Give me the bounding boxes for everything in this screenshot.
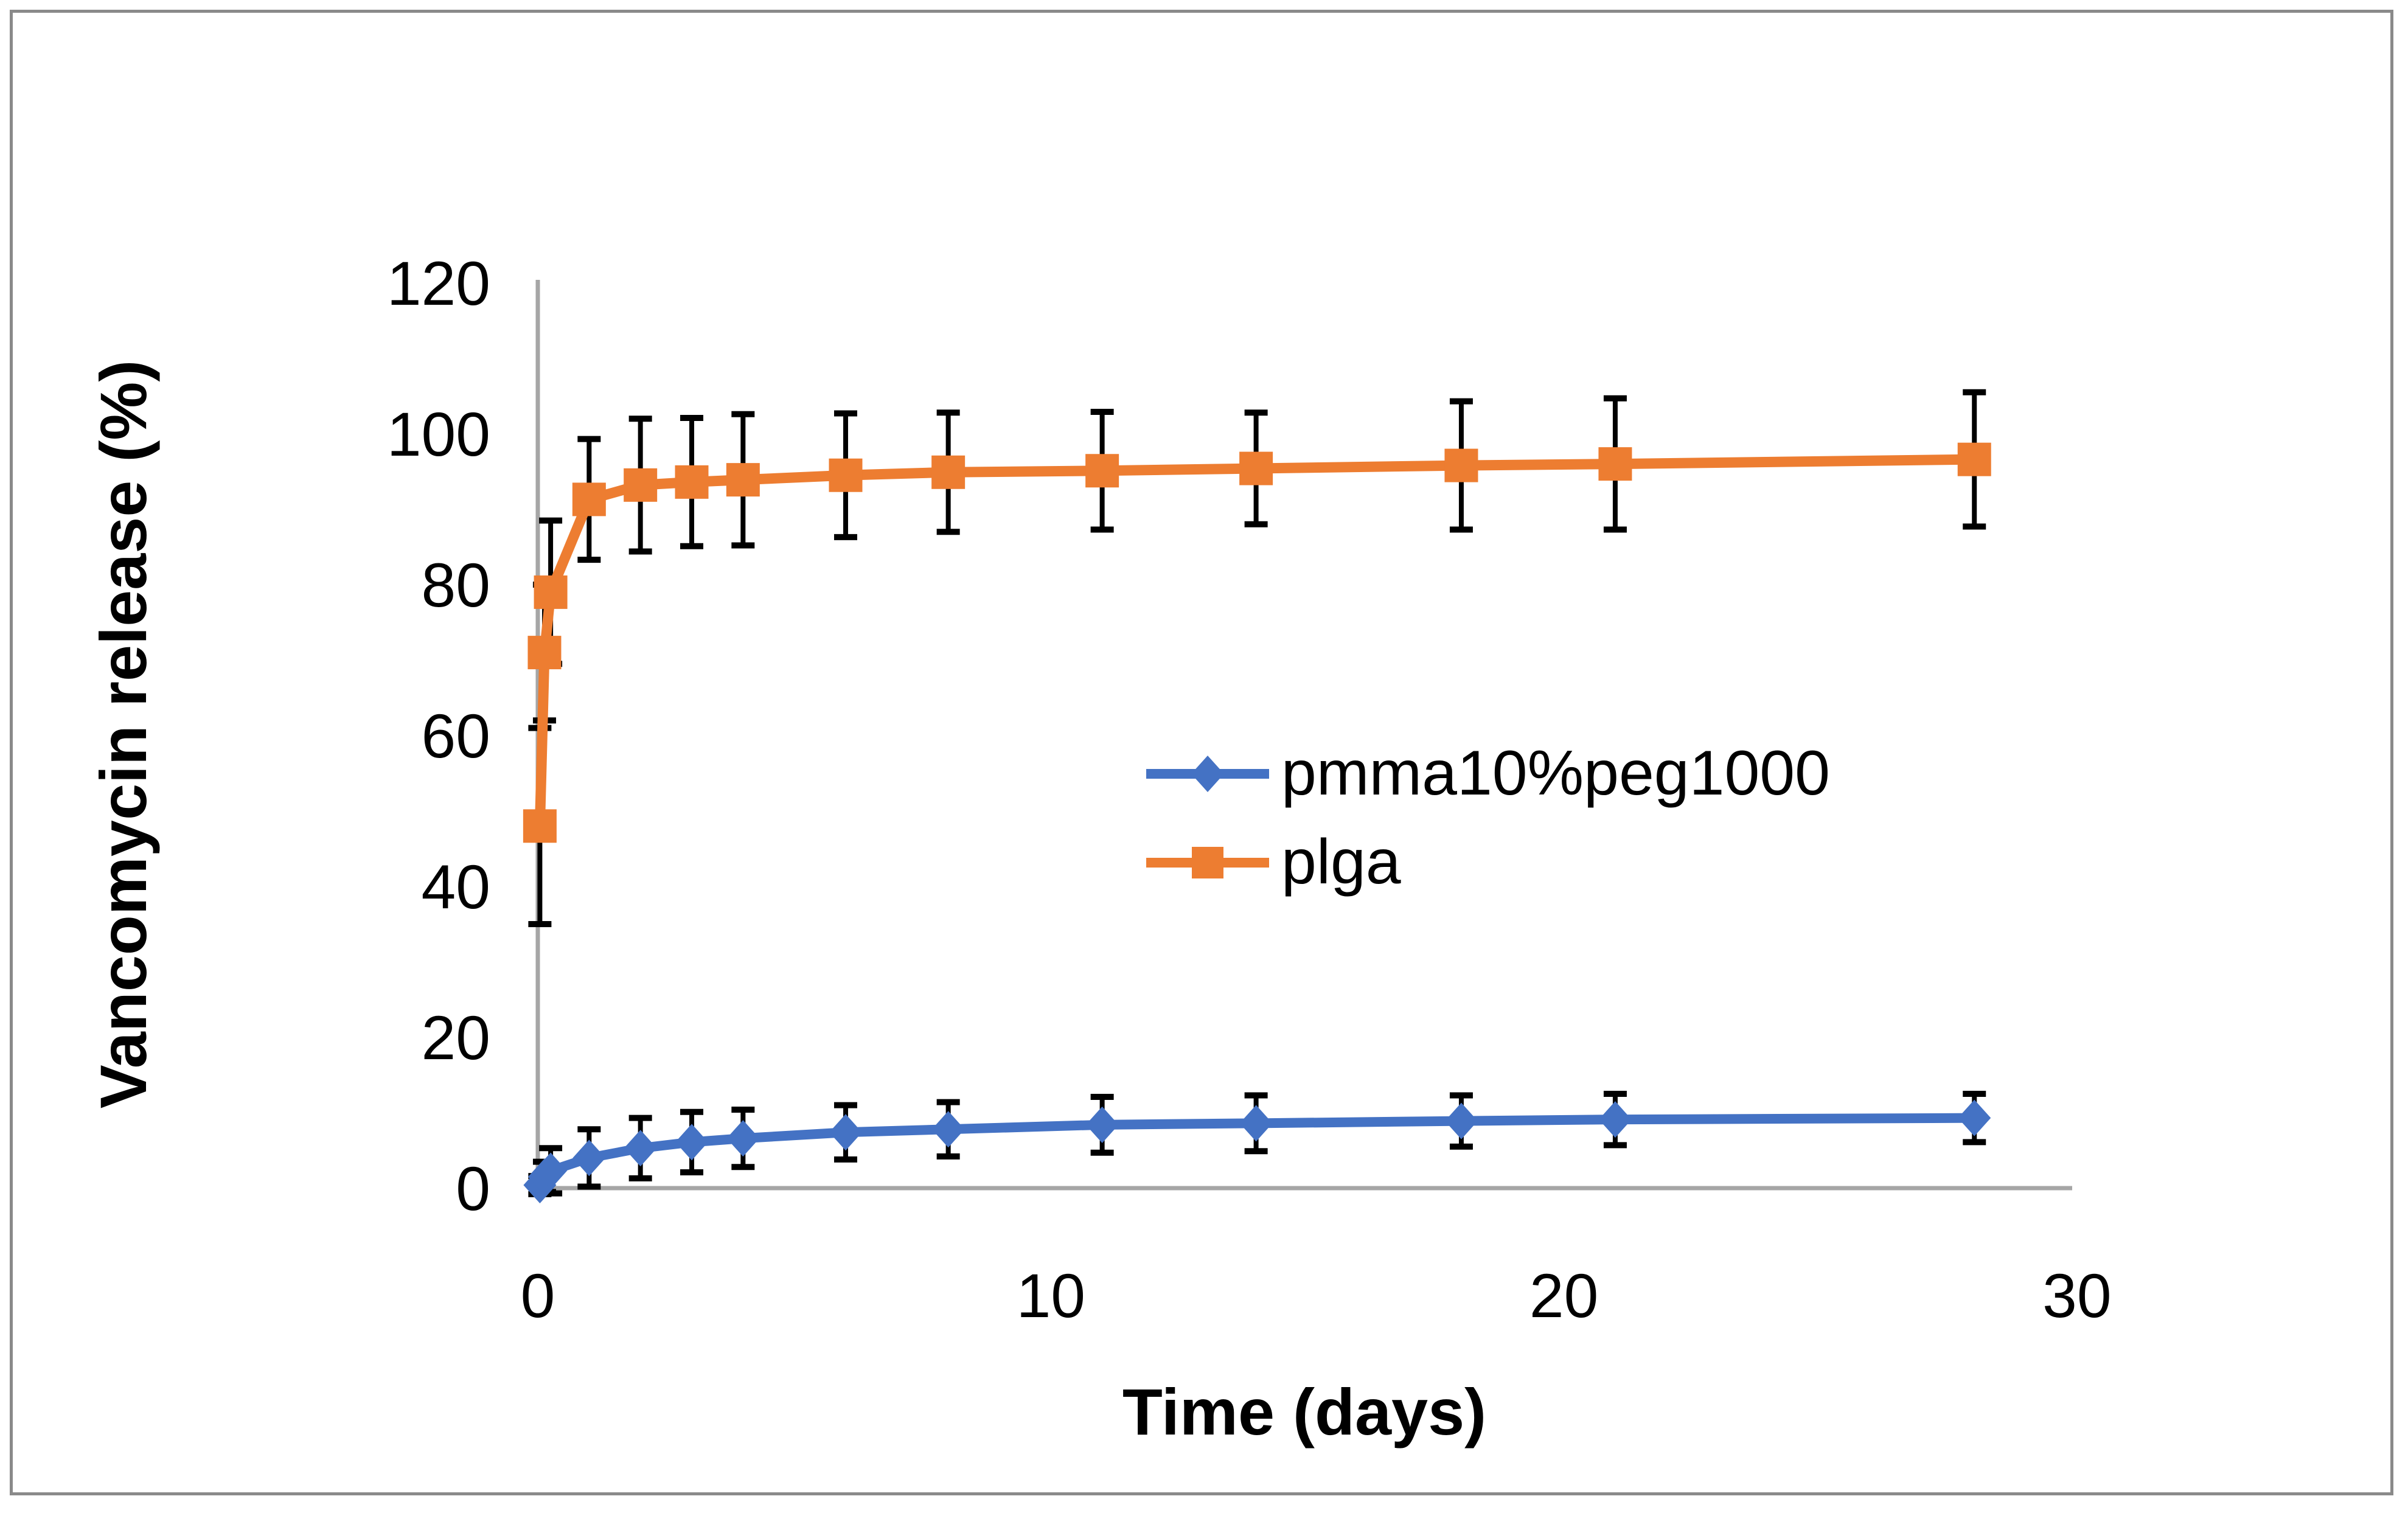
legend-item-pmma10-peg1000: pmma10%peg1000 xyxy=(1146,738,1830,809)
data-point-marker xyxy=(829,458,863,492)
data-point-marker xyxy=(1085,1106,1119,1143)
data-point-marker xyxy=(534,575,568,609)
data-point-marker xyxy=(1958,1099,1991,1136)
data-point-marker xyxy=(1444,448,1478,482)
data-point-marker xyxy=(1192,847,1223,878)
series-pmma10-peg1000 xyxy=(523,1091,1991,1204)
axes xyxy=(535,280,2072,1191)
y-tick-label: 60 xyxy=(422,701,490,771)
legend-label: plga xyxy=(1281,827,1401,897)
y-axis-title: Vancomycin release (%) xyxy=(86,360,160,1109)
x-tick-label: 30 xyxy=(2042,1261,2111,1330)
data-point-marker xyxy=(523,809,557,843)
y-tick-label: 0 xyxy=(456,1154,490,1223)
data-point-marker xyxy=(572,1139,606,1177)
data-point-marker xyxy=(726,1120,760,1157)
legend-item-plga: plga xyxy=(1146,827,1401,897)
series-plga xyxy=(523,389,1991,927)
data-point-marker xyxy=(1444,1102,1478,1139)
y-tick-label: 40 xyxy=(422,852,490,922)
y-tick-label: 120 xyxy=(387,249,490,318)
data-point-marker xyxy=(1191,756,1224,792)
data-point-marker xyxy=(931,1111,965,1148)
data-point-marker xyxy=(726,463,760,497)
data-point-marker xyxy=(1957,442,1991,476)
data-point-marker xyxy=(1085,454,1119,488)
legend: pmma10%peg1000 plga xyxy=(1146,738,1830,897)
x-tick-label: 0 xyxy=(521,1261,555,1330)
data-point-marker xyxy=(829,1114,862,1151)
data-point-marker xyxy=(1598,1101,1632,1138)
data-point-marker xyxy=(624,1130,657,1167)
data-point-marker xyxy=(527,636,562,670)
data-point-marker xyxy=(1598,447,1632,481)
data-point-marker xyxy=(931,455,966,489)
x-axis-title: Time (days) xyxy=(1122,1375,1486,1449)
data-point-marker xyxy=(572,482,606,517)
y-tick-label: 100 xyxy=(387,400,490,469)
data-point-marker xyxy=(675,1124,708,1161)
y-tick-label: 20 xyxy=(422,1003,490,1073)
data-point-marker xyxy=(1239,1105,1273,1142)
data-point-marker xyxy=(624,468,658,502)
x-tick-label: 20 xyxy=(1529,1261,1598,1330)
y-tick-label: 80 xyxy=(422,551,490,620)
data-point-marker xyxy=(1239,451,1273,485)
x-tick-label: 10 xyxy=(1017,1261,1085,1330)
tick-labels: 0 20 40 60 80 100 120 0 10 20 30 xyxy=(387,249,2112,1330)
data-point-marker xyxy=(534,1152,568,1189)
data-point-marker xyxy=(675,465,709,499)
legend-label: pmma10%peg1000 xyxy=(1281,738,1830,809)
